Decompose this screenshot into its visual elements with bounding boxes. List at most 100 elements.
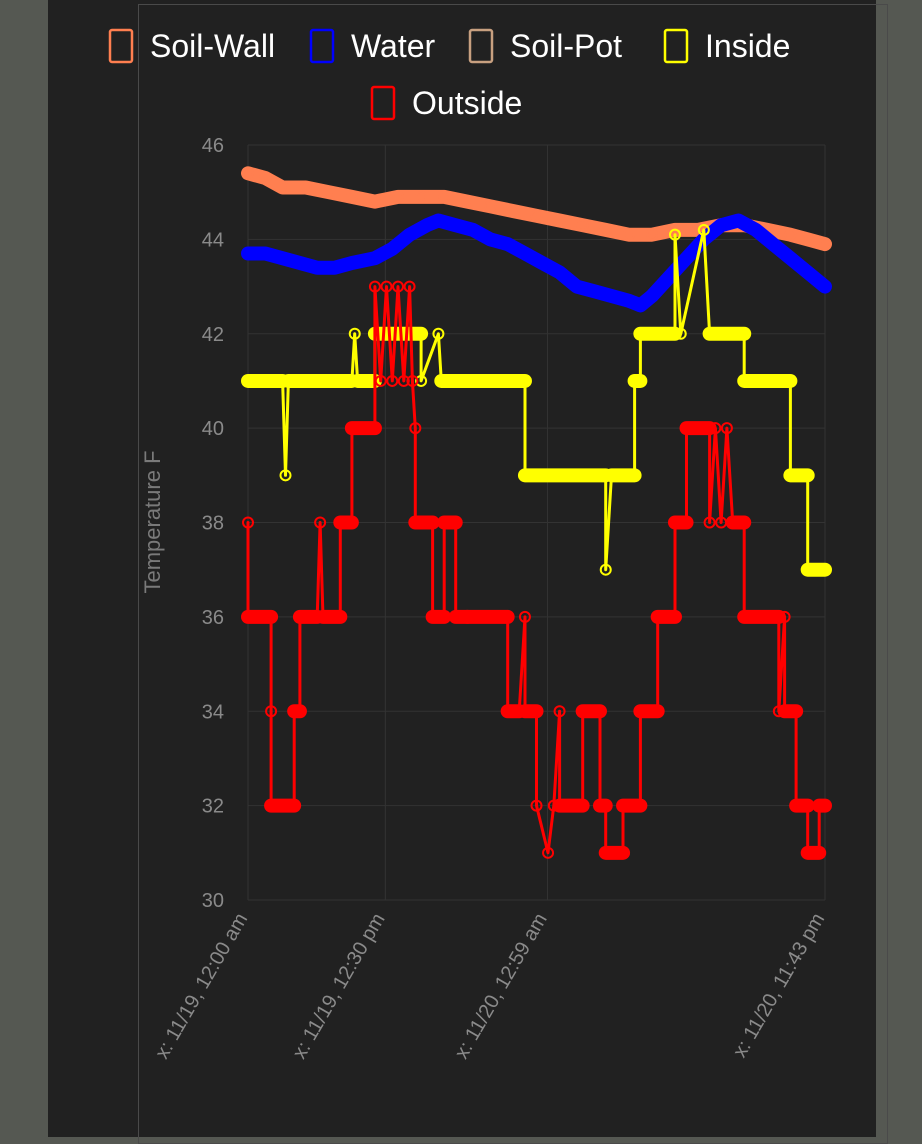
- data-point[interactable]: [276, 374, 289, 387]
- data-point[interactable]: [784, 469, 797, 482]
- data-point[interactable]: [651, 705, 664, 718]
- data-point[interactable]: [288, 799, 301, 812]
- data-point[interactable]: [726, 516, 739, 529]
- data-point[interactable]: [345, 374, 358, 387]
- data-point[interactable]: [570, 280, 583, 293]
- data-point[interactable]: [368, 252, 381, 265]
- data-point[interactable]: [715, 516, 728, 529]
- data-point[interactable]: [605, 290, 618, 302]
- data-point[interactable]: [680, 252, 693, 265]
- data-point[interactable]: [518, 247, 531, 260]
- data-point[interactable]: [403, 228, 416, 241]
- data-point[interactable]: [599, 846, 612, 859]
- data-point[interactable]: [772, 610, 785, 623]
- data-point[interactable]: [293, 705, 306, 718]
- data-point[interactable]: [801, 799, 814, 812]
- data-point[interactable]: [801, 469, 814, 482]
- data-point[interactable]: [282, 374, 295, 387]
- data-point[interactable]: [386, 242, 399, 255]
- data-point[interactable]: [738, 610, 751, 623]
- data-point[interactable]: [703, 327, 716, 340]
- data-point[interactable]: [345, 190, 358, 203]
- data-point[interactable]: [790, 799, 803, 812]
- data-point[interactable]: [406, 374, 419, 387]
- data-point[interactable]: [622, 294, 635, 307]
- data-point[interactable]: [392, 280, 405, 293]
- data-point[interactable]: [680, 422, 693, 435]
- data-point[interactable]: [345, 256, 358, 269]
- data-point[interactable]: [576, 219, 589, 232]
- data-point[interactable]: [293, 256, 306, 269]
- data-point[interactable]: [599, 469, 612, 482]
- data-point[interactable]: [484, 233, 497, 246]
- data-point[interactable]: [599, 563, 612, 576]
- data-point[interactable]: [415, 327, 428, 340]
- data-point[interactable]: [409, 516, 422, 529]
- data-point[interactable]: [801, 266, 814, 279]
- data-point[interactable]: [819, 563, 831, 576]
- data-point[interactable]: [242, 516, 254, 529]
- data-point[interactable]: [709, 422, 722, 435]
- data-point[interactable]: [576, 705, 589, 718]
- data-point[interactable]: [778, 705, 791, 718]
- data-point[interactable]: [645, 290, 658, 302]
- data-point[interactable]: [348, 327, 361, 340]
- data-point[interactable]: [599, 799, 612, 812]
- data-point[interactable]: [617, 799, 630, 812]
- data-point[interactable]: [738, 516, 751, 529]
- data-point[interactable]: [547, 799, 560, 812]
- data-point[interactable]: [738, 374, 751, 387]
- data-point[interactable]: [345, 516, 358, 529]
- data-point[interactable]: [265, 610, 278, 623]
- data-point[interactable]: [668, 610, 681, 623]
- data-point[interactable]: [651, 610, 664, 623]
- data-point[interactable]: [599, 223, 612, 236]
- data-point[interactable]: [242, 374, 254, 387]
- data-point[interactable]: [380, 280, 393, 293]
- data-point[interactable]: [449, 219, 462, 232]
- data-point[interactable]: [553, 705, 566, 718]
- data-point[interactable]: [242, 247, 254, 260]
- data-point[interactable]: [715, 219, 728, 232]
- data-point[interactable]: [311, 610, 324, 623]
- data-point[interactable]: [501, 238, 514, 251]
- data-point[interactable]: [328, 261, 341, 274]
- data-point[interactable]: [461, 610, 474, 623]
- legend-item-outside[interactable]: Outside: [370, 85, 522, 121]
- data-point[interactable]: [386, 374, 399, 387]
- data-point[interactable]: [484, 200, 497, 213]
- data-point[interactable]: [449, 610, 462, 623]
- data-point[interactable]: [605, 469, 618, 482]
- data-point[interactable]: [542, 846, 555, 859]
- data-point[interactable]: [801, 563, 814, 576]
- data-point[interactable]: [432, 327, 445, 340]
- data-point[interactable]: [374, 374, 387, 387]
- data-point[interactable]: [279, 469, 292, 482]
- data-point[interactable]: [634, 799, 647, 812]
- data-point[interactable]: [259, 172, 272, 185]
- data-point[interactable]: [334, 610, 347, 623]
- data-point[interactable]: [576, 799, 589, 812]
- data-point[interactable]: [668, 327, 681, 340]
- data-point[interactable]: [801, 846, 814, 859]
- data-point[interactable]: [368, 280, 381, 293]
- data-point[interactable]: [507, 205, 520, 218]
- data-point[interactable]: [628, 374, 641, 387]
- data-point[interactable]: [784, 228, 797, 241]
- data-point[interactable]: [530, 799, 543, 812]
- data-point[interactable]: [415, 190, 428, 203]
- data-point[interactable]: [322, 186, 335, 199]
- data-point[interactable]: [518, 705, 531, 718]
- data-point[interactable]: [299, 181, 312, 194]
- data-point[interactable]: [772, 705, 785, 718]
- data-point[interactable]: [501, 610, 514, 623]
- data-point[interactable]: [767, 238, 780, 251]
- data-point[interactable]: [588, 285, 601, 298]
- data-point[interactable]: [553, 266, 566, 279]
- legend-item-soil-wall[interactable]: Soil-Wall: [108, 28, 275, 64]
- data-point[interactable]: [801, 233, 814, 246]
- data-point[interactable]: [634, 327, 647, 340]
- data-point[interactable]: [317, 610, 330, 623]
- data-point[interactable]: [778, 610, 791, 623]
- data-point[interactable]: [674, 327, 687, 340]
